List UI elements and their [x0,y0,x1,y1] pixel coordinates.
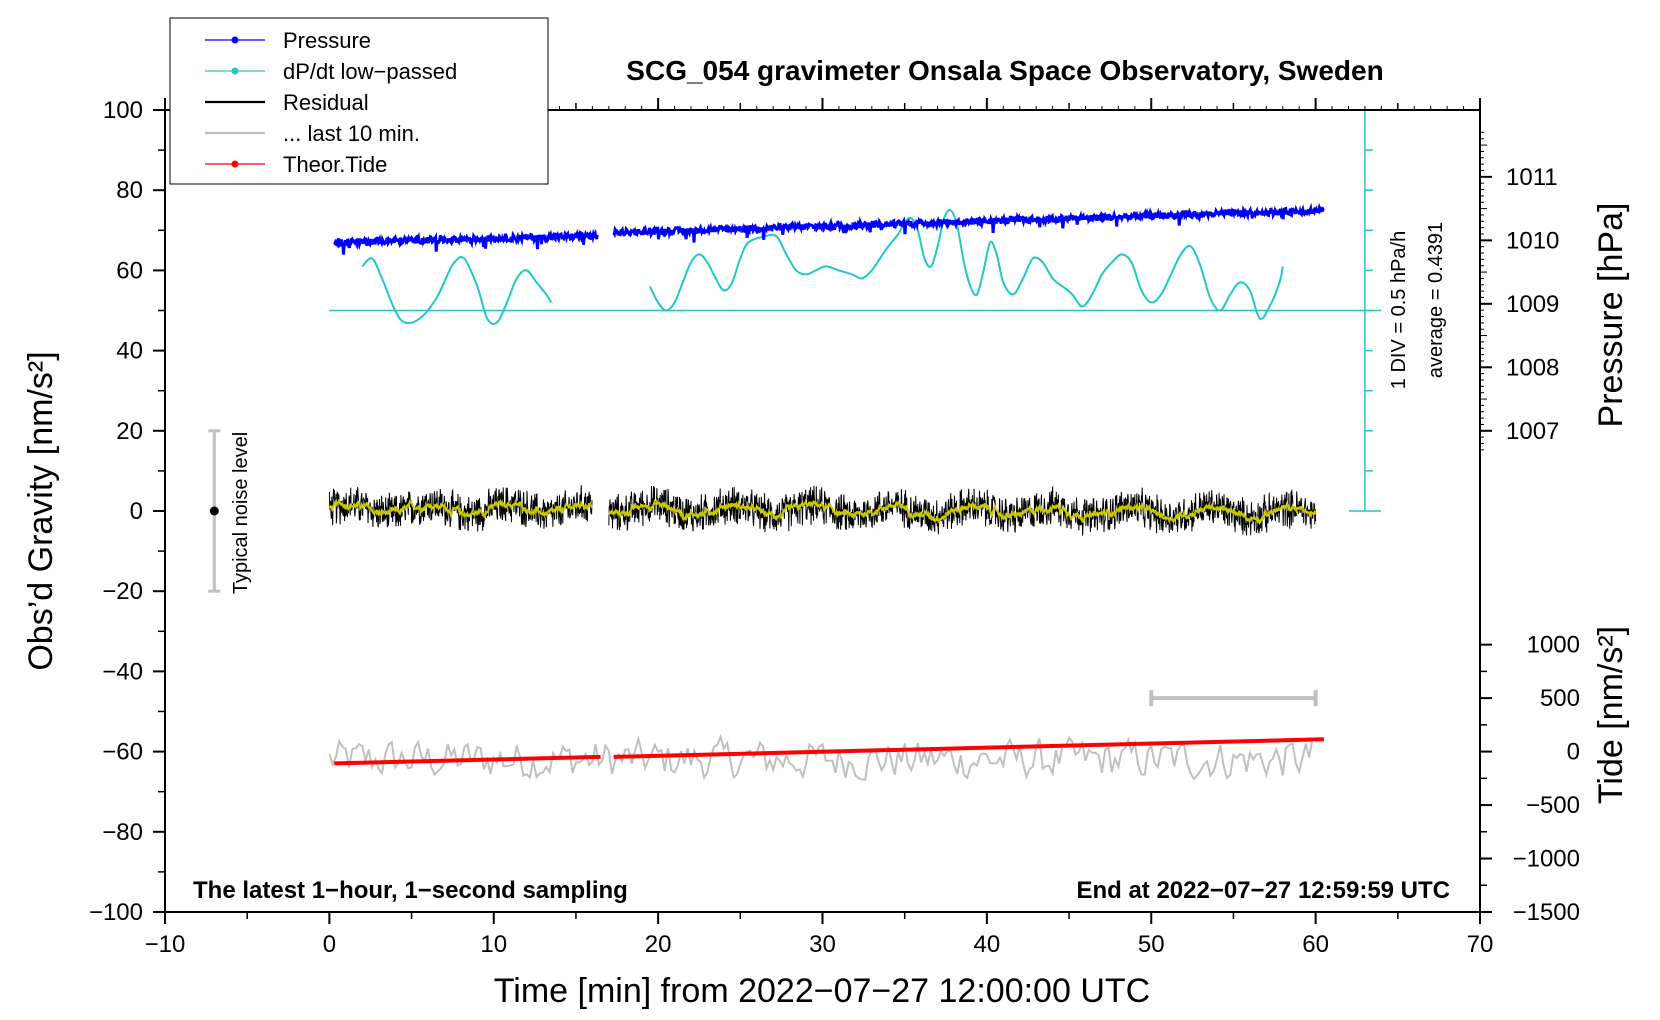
noise-level-label: Typical noise level [230,432,252,594]
y-tick-label: −40 [102,658,143,685]
tide-tick-label: −1500 [1513,899,1580,926]
y-axis-title-gravity: Obs’d Gravity [nm/s²] [22,351,60,670]
residual-smoothed-line [329,498,593,519]
div-scale-label: 1 DIV = 0.5 hPa/h [1388,231,1410,389]
y-axis-title-tide: Tide [nm/s²] [1592,626,1630,804]
pressure-tick-label: 1008 [1506,354,1559,381]
legend-label: dP/dt low−passed [283,59,457,84]
series-layer [208,109,1382,782]
noise-bar-center [209,506,219,516]
x-tick-label: 10 [480,931,507,958]
sampling-annotation: The latest 1−hour, 1−second sampling [193,877,628,904]
y-tick-label: 0 [130,498,143,525]
legend-label: Residual [283,90,369,115]
residual-line [608,485,1317,536]
legend-label: Pressure [283,28,371,53]
theor-tide-line [613,737,1324,759]
end-time-annotation: End at 2022−07−27 12:59:59 UTC [1076,877,1450,904]
legend-marker [231,160,239,168]
dpdt-line [361,255,553,325]
residual-smoothed-line [607,498,1317,526]
dpdt-line [649,209,1284,321]
y-tick-label: 80 [116,177,143,204]
x-tick-label: 70 [1467,931,1494,958]
pressure-line [612,202,1325,243]
y-tick-label: 20 [116,418,143,445]
x-tick-label: 30 [809,931,836,958]
legend-items: Pressure dP/dt low−passed Residual ... last… [205,28,457,177]
legend-label: Theor.Tide [283,152,387,177]
x-tick-label: 20 [645,931,672,958]
pressure-tick-label: 1010 [1506,227,1559,254]
legend-marker [231,36,239,44]
theor-tide-line [334,754,601,766]
x-tick-label: −10 [145,931,186,958]
tide-tick-label: 500 [1540,685,1580,712]
y-tick-label: −20 [102,578,143,605]
legend-marker [231,67,239,75]
axes-layer: −10 0 10 20 30 40 50 60 70−100−80−60−40−20020406… [89,97,1580,958]
tide-tick-label: −500 [1526,792,1580,819]
tide-tick-label: 1000 [1527,632,1580,659]
y-axis-title-pressure: Pressure [hPa] [1592,203,1630,428]
y-tick-label: 40 [116,338,143,365]
x-axis-title: Time [min] from 2022−07−27 12:00:00 UTC [494,972,1150,1010]
y-tick-label: −100 [89,899,143,926]
y-tick-label: −60 [102,739,143,766]
pressure-tick-label: 1011 [1506,164,1558,191]
pressure-tick-label: 1007 [1506,418,1559,445]
tide-tick-label: 0 [1567,739,1580,766]
average-label: average = 0.4391 [1425,222,1447,378]
chart-title: SCG_054 gravimeter Onsala Space Observat… [626,55,1383,86]
y-tick-label: 60 [116,257,143,284]
tide-tick-label: −1000 [1513,846,1580,873]
legend-label: ... last 10 min. [283,121,420,146]
x-tick-label: 50 [1138,931,1165,958]
x-tick-label: 60 [1302,931,1329,958]
legend: Pressure dP/dt low−passed Residual ... last… [169,17,549,185]
y-tick-label: −80 [102,819,143,846]
pressure-tick-label: 1009 [1506,291,1559,318]
x-tick-label: 40 [974,931,1001,958]
residual-line [328,485,593,532]
y-tick-label: 100 [103,97,143,124]
pressure-line [333,228,599,255]
x-tick-label: 0 [323,931,336,958]
